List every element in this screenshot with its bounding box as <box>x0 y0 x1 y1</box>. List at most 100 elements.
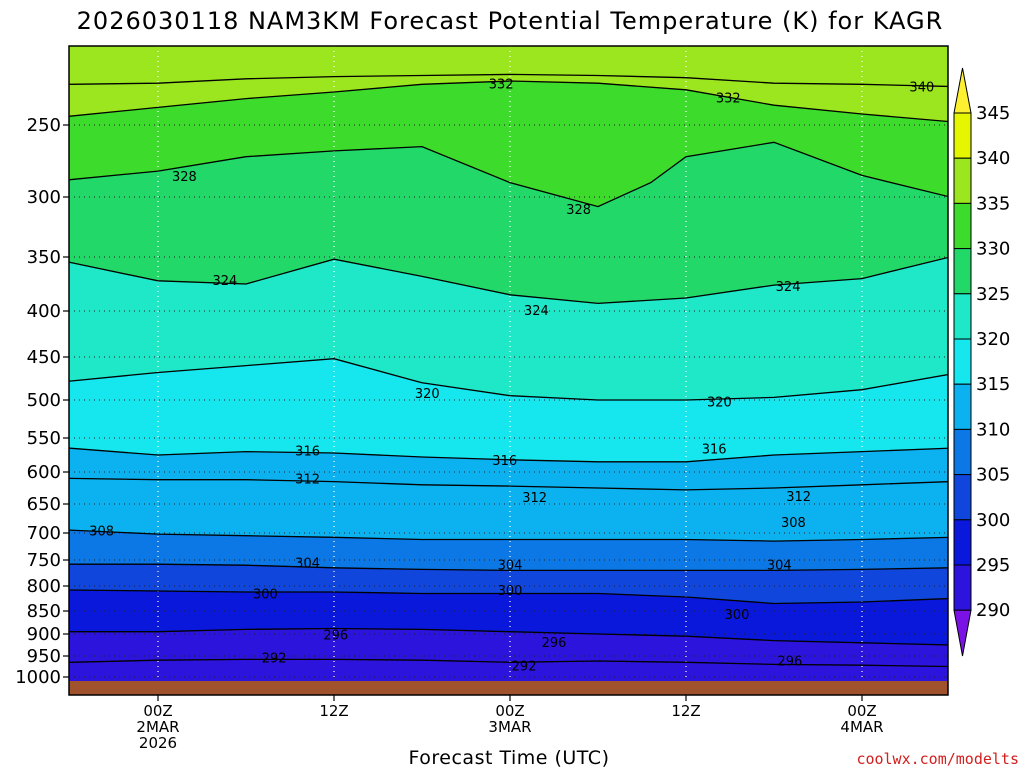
pressure-axis: 2503003504004505005506006507007508008509… <box>15 115 69 688</box>
colorbar: 345 340 335 330 325 320 315 310 305 300 295 290 <box>953 67 1010 657</box>
contour-label: 308 <box>781 516 806 531</box>
credit-text: coolwx.com/modelts <box>856 750 1019 768</box>
y-tick-label: 500 <box>27 390 61 411</box>
x-tick-label: 3MAR <box>488 718 531 736</box>
contour-320 <box>69 358 948 401</box>
contour-label: 296 <box>777 654 802 669</box>
colorbar-tick-label: 315 <box>976 374 1010 395</box>
colorbar-tick-label: 340 <box>976 148 1010 169</box>
contour-label: 292 <box>512 660 537 675</box>
contour-label: 316 <box>702 443 727 458</box>
y-tick-label: 400 <box>27 301 61 322</box>
contour-label: 328 <box>172 170 197 185</box>
contour-324 <box>69 256 948 305</box>
y-tick-label: 650 <box>27 494 61 515</box>
x-tick-label: 00Z <box>495 702 524 720</box>
y-tick-label: 750 <box>27 550 61 571</box>
x-tick-label: 00Z <box>143 702 172 720</box>
filled-contours <box>69 46 948 695</box>
x-tick-label: 00Z <box>847 702 876 720</box>
contour-label: 300 <box>498 584 523 599</box>
colorbar-swatch <box>953 383 972 430</box>
x-tick-label: 12Z <box>319 702 348 720</box>
x-tick-label: 2MAR <box>136 718 179 736</box>
x-tick-label: 12Z <box>671 702 700 720</box>
y-tick-label: 300 <box>27 187 61 208</box>
colorbar-swatch <box>953 564 972 611</box>
contour-label: 320 <box>415 387 440 402</box>
colorbar-swatch <box>953 428 972 476</box>
x-tick-label: 2026 <box>139 734 177 752</box>
contour-308 <box>69 529 948 542</box>
contour-328 <box>69 141 948 208</box>
y-tick-label: 450 <box>27 347 61 368</box>
contour-label: 312 <box>522 491 547 506</box>
colorbar-tick-label: 305 <box>976 465 1010 486</box>
contour-340 <box>69 73 948 88</box>
colorbar-swatch <box>953 112 972 159</box>
colorbar-tick-label: 295 <box>976 555 1010 576</box>
colorbar-bottom-cap <box>953 609 972 657</box>
contour-label: 324 <box>524 304 549 319</box>
colorbar-tick-label: 300 <box>976 510 1010 531</box>
contour-label: 304 <box>767 559 792 574</box>
colorbar-swatch <box>953 474 972 521</box>
x-axis-label: Forecast Time (UTC) <box>409 747 610 768</box>
contour-label: 300 <box>253 588 278 603</box>
colorbar-swatch <box>953 338 972 385</box>
contour-label: 332 <box>489 77 514 92</box>
colorbar-tick-label: 325 <box>976 284 1010 305</box>
contour-label: 304 <box>295 557 320 572</box>
colorbar-tick-label: 310 <box>976 419 1010 440</box>
colorbar-swatch <box>953 157 972 204</box>
colorbar-swatch <box>953 519 972 566</box>
y-tick-label: 1000 <box>15 667 61 688</box>
contour-label: 324 <box>212 274 237 289</box>
colorbar-top-cap <box>953 67 972 114</box>
contour-label: 340 <box>909 81 934 96</box>
x-tick-label: 4MAR <box>840 718 883 736</box>
y-tick-label: 800 <box>27 576 61 597</box>
y-tick-label: 350 <box>27 247 61 268</box>
y-tick-label: 850 <box>27 601 61 622</box>
y-tick-label: 600 <box>27 462 61 483</box>
contour-label: 332 <box>716 92 741 107</box>
colorbar-tick-label: 345 <box>976 103 1010 124</box>
contour-label: 340 <box>35 85 60 100</box>
contour-label: 316 <box>295 445 320 460</box>
contour-lines <box>69 73 948 668</box>
colorbar-swatch <box>953 293 972 340</box>
contour-296 <box>69 627 948 646</box>
contour-316 <box>69 447 948 463</box>
plot-frame <box>68 45 949 696</box>
ground-surface <box>69 681 948 695</box>
contour-label: 312 <box>786 490 811 505</box>
y-tick-label: 950 <box>27 646 61 667</box>
colorbar-tick-label: 330 <box>976 239 1010 260</box>
y-tick-label: 550 <box>27 428 61 449</box>
contour-304 <box>69 563 948 572</box>
y-tick-label: 250 <box>27 115 61 136</box>
y-tick-label: 900 <box>27 624 61 645</box>
colorbar-swatch <box>953 248 972 295</box>
contour-label: 300 <box>725 608 750 623</box>
contour-label: 296 <box>323 628 348 643</box>
contour-label: 308 <box>89 524 114 539</box>
contour-label: 320 <box>707 395 732 410</box>
contour-label: 324 <box>776 280 801 295</box>
contour-332 <box>69 80 948 123</box>
contour-312 <box>69 477 948 491</box>
contour-label: 312 <box>295 473 320 488</box>
contour-label: 304 <box>498 559 523 574</box>
contour-300 <box>69 589 948 605</box>
chart-title: 2026030118 NAM3KM Forecast Potential Tem… <box>77 7 944 35</box>
dotted-grid <box>69 46 948 695</box>
contour-label: 296 <box>542 636 567 651</box>
colorbar-swatch <box>953 202 972 250</box>
contour-label: 328 <box>566 203 591 218</box>
contour-label: 292 <box>262 652 287 667</box>
